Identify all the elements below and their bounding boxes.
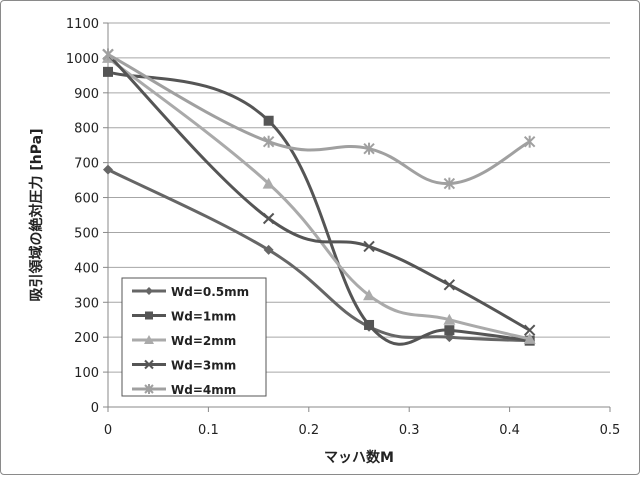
x-tick-label: 0 bbox=[104, 423, 112, 438]
data-point bbox=[103, 67, 113, 77]
y-tick-label: 400 bbox=[74, 261, 99, 276]
x-tick-label: 0.4 bbox=[499, 423, 520, 438]
y-tick-label: 100 bbox=[74, 366, 99, 381]
y-tick-label: 1100 bbox=[66, 17, 99, 32]
data-point bbox=[264, 116, 274, 126]
y-tick-label: 600 bbox=[74, 192, 99, 207]
y-tick-labels: 0 100 200 300 400 500 600 700 800 900 1000 1100 bbox=[66, 17, 99, 416]
y-tick-label: 300 bbox=[74, 296, 99, 311]
x-tick-label: 0.2 bbox=[298, 423, 319, 438]
data-point bbox=[103, 165, 113, 175]
x-tick-label: 0.3 bbox=[399, 423, 420, 438]
y-tick-label: 0 bbox=[91, 401, 99, 416]
legend: Wd=0.5mm Wd=1mm Wd=2mm Wd=3mm Wd=4mm bbox=[122, 278, 266, 397]
x-axis-title: マッハ数M bbox=[324, 449, 394, 466]
series-line bbox=[108, 54, 530, 183]
x-tick-label: 0.5 bbox=[600, 423, 621, 438]
y-tick-label: 700 bbox=[74, 157, 99, 172]
legend-label: Wd=2mm bbox=[171, 334, 236, 348]
y-tick-label: 800 bbox=[74, 122, 99, 137]
data-point bbox=[444, 280, 454, 290]
y-tick-label: 1000 bbox=[66, 52, 99, 67]
x-tick-labels: 0 0.1 0.2 0.3 0.4 0.5 bbox=[104, 423, 620, 438]
data-point bbox=[525, 136, 535, 148]
y-axis-title: 吸引領域の絶対圧力 [hPa] bbox=[28, 129, 45, 302]
data-point bbox=[103, 48, 113, 60]
data-point bbox=[444, 325, 454, 335]
data-point bbox=[264, 213, 274, 223]
legend-label: Wd=0.5mm bbox=[171, 285, 249, 299]
x-tick-label: 0.1 bbox=[198, 423, 219, 438]
y-tick-label: 900 bbox=[74, 87, 99, 102]
data-point bbox=[364, 320, 374, 330]
y-tick-label: 200 bbox=[74, 331, 99, 346]
data-point bbox=[145, 312, 153, 320]
y-tick-label: 500 bbox=[74, 226, 99, 241]
legend-label: Wd=4mm bbox=[171, 383, 236, 397]
legend-label: Wd=1mm bbox=[171, 310, 236, 324]
legend-label: Wd=3mm bbox=[171, 359, 236, 373]
